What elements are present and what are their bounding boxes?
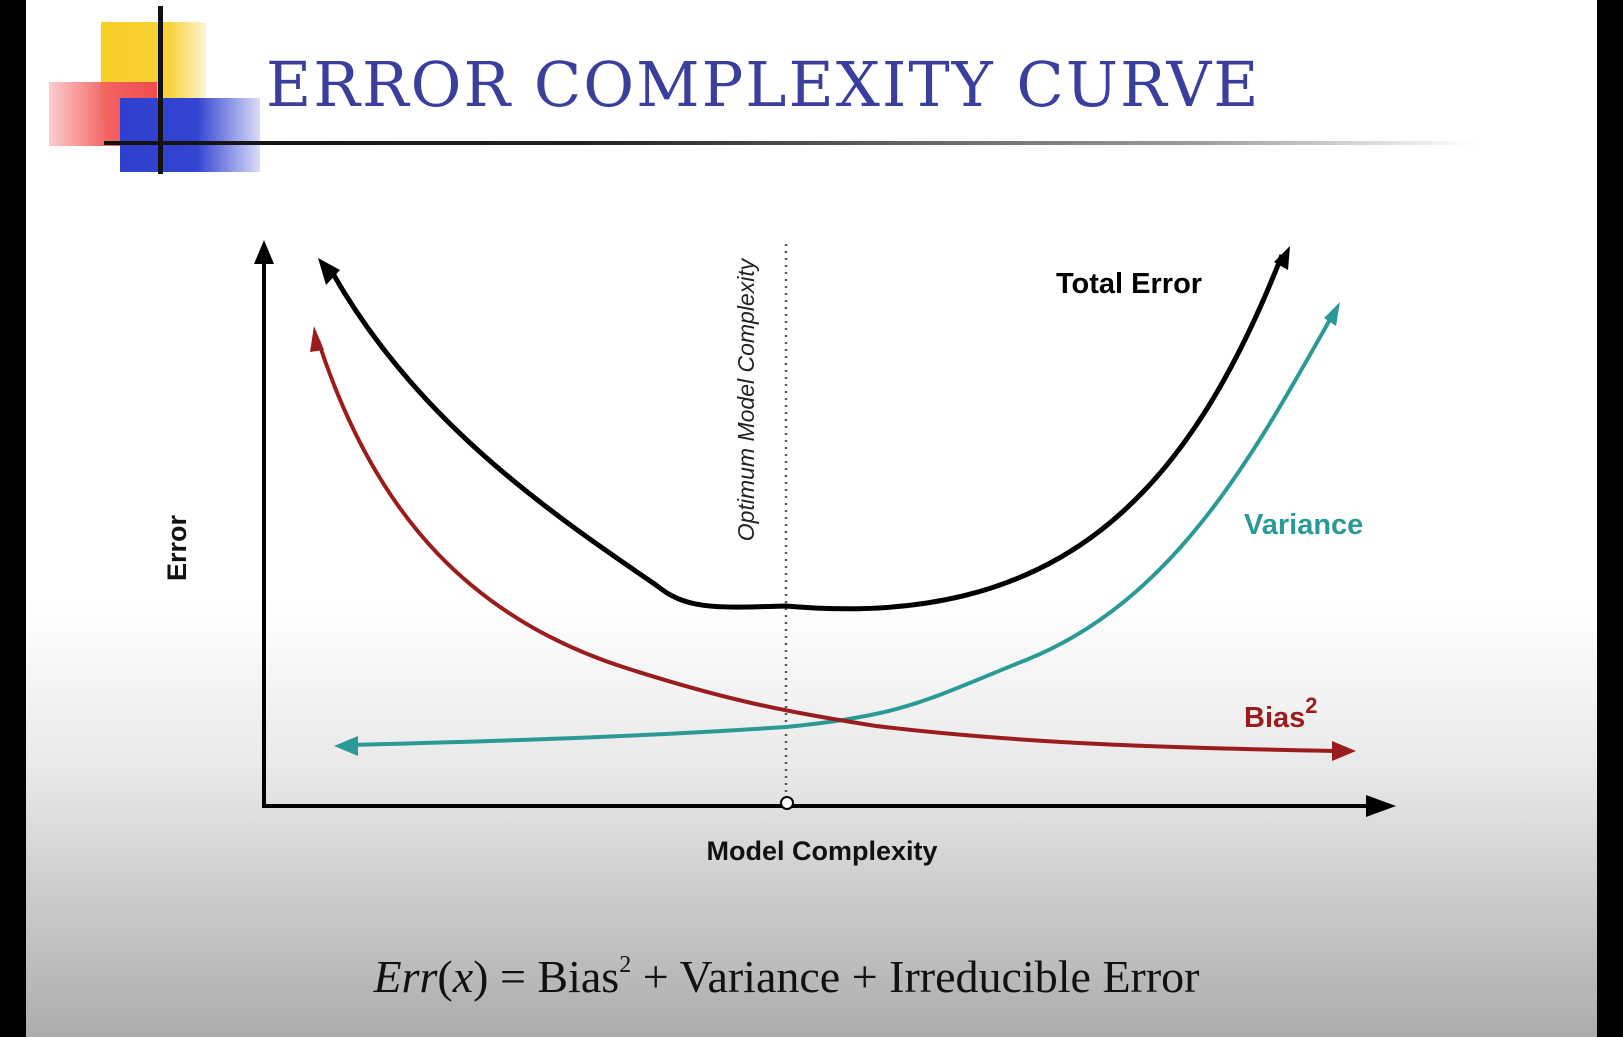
variance-arrowhead-left xyxy=(334,736,358,756)
right-frame-bar xyxy=(1597,0,1623,1037)
formula-term-bias: Bias xyxy=(537,951,620,1002)
optimum-complexity-label: Optimum Model Complexity xyxy=(733,257,759,541)
bias-label: Bias2 xyxy=(1244,693,1318,734)
left-frame-bar xyxy=(0,0,26,1037)
formula-term-variance: Variance xyxy=(679,951,841,1002)
variance-arrowhead-right xyxy=(1324,302,1340,326)
x-axis-arrowhead xyxy=(1366,795,1396,817)
formula-paren-open: ( xyxy=(437,951,453,1002)
formula-function: Err xyxy=(373,951,438,1002)
bias-arrowhead-left xyxy=(310,326,324,352)
optimum-complexity-marker xyxy=(780,796,794,810)
variance-label: Variance xyxy=(1244,509,1363,541)
formula-variable: x xyxy=(452,951,474,1002)
decorative-vertical-line xyxy=(158,6,163,174)
title-underline xyxy=(104,141,1474,145)
error-decomposition-formula: Err(x) = Bias2 + Variance + Irreducible … xyxy=(26,950,1572,1003)
bias-label-text: Bias xyxy=(1244,702,1305,734)
decorative-blue-square xyxy=(120,98,260,172)
formula-term-irreducible: Irreducible Error xyxy=(889,951,1200,1002)
formula-paren-close: ) xyxy=(473,951,489,1002)
error-complexity-diagram: Total Error Variance Bias2 Model Complex… xyxy=(162,240,1396,866)
bias-label-exponent: 2 xyxy=(1305,693,1317,718)
total-error-arrowhead-left xyxy=(318,258,340,285)
total-error-arrowhead-right xyxy=(1274,246,1290,270)
y-axis-arrowhead xyxy=(254,240,274,264)
slide: ERROR COMPLEXITY CURVE xyxy=(26,0,1597,1037)
formula-term-bias-exponent: 2 xyxy=(619,952,632,978)
total-error-curve xyxy=(329,254,1285,612)
formula-plus-2: + xyxy=(840,951,890,1002)
x-axis-label: Model Complexity xyxy=(706,836,937,866)
formula-plus-1: + xyxy=(631,951,680,1002)
bias-arrowhead-right xyxy=(1332,741,1356,761)
slide-title: ERROR COMPLEXITY CURVE xyxy=(266,48,1261,121)
formula-equals: = xyxy=(488,951,538,1002)
variance-curve xyxy=(345,315,1334,747)
bias-curve xyxy=(316,339,1337,753)
total-error-label: Total Error xyxy=(1056,268,1202,300)
y-axis-label: Error xyxy=(162,514,192,581)
